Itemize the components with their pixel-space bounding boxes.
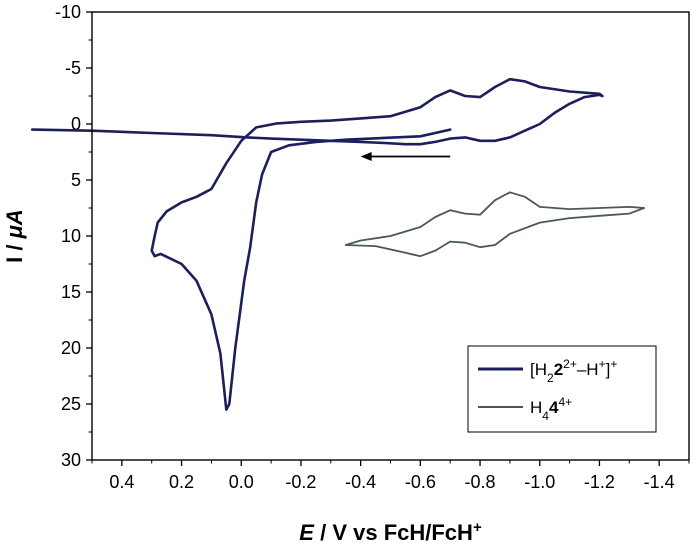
x-tick-label: -0.2 [285, 472, 316, 492]
arrow-head [360, 151, 372, 161]
series-layer [30, 77, 646, 411]
annotation-layer [360, 151, 451, 161]
legend-1-part-b: 2 [547, 371, 554, 385]
x-tick-label: 0.2 [169, 472, 194, 492]
legend-2-part-d: 4+ [558, 395, 572, 409]
plot-frame [91, 11, 690, 461]
legend-1-part-d: 2+ [563, 357, 577, 371]
x-tick-label: -0.6 [405, 472, 436, 492]
x-axis-title-italic: E [299, 520, 315, 545]
legend-1-part-h: + [610, 357, 617, 371]
legend-2-part-a: H [530, 398, 542, 417]
legend-1-part-g: ] [606, 360, 611, 379]
y-tick-label: -5 [65, 58, 81, 78]
y-axis-title-mu: μ [2, 225, 27, 239]
y-tick-label: 5 [71, 170, 81, 190]
x-axis-title: E / V vs FcH/FcH+ [299, 519, 482, 546]
y-tick-label: 10 [61, 226, 81, 246]
y-axis-title-main: I / [2, 238, 27, 262]
x-axis-title-rest: / V vs FcH/FcH [314, 520, 473, 545]
y-tick-label: 20 [61, 338, 81, 358]
y-axis-title-tail: A [2, 209, 27, 226]
x-tick-label: 0.4 [109, 472, 134, 492]
legend-1-part-c: 2 [554, 360, 563, 379]
ticks-layer: 0.4 0.2 0.0 -0.2 -0.4 -0.6 -0.8 -1.0 -1.2 -1.4 -10… [55, 2, 690, 492]
x-tick-label: 0.0 [229, 472, 254, 492]
x-tick-label: -0.4 [345, 472, 376, 492]
x-tick-label: -0.8 [465, 472, 496, 492]
legend-label-series-1: [H222+–H+]+ [530, 357, 617, 385]
legend-1-part-e: –H [577, 360, 599, 379]
y-tick-label: 25 [61, 394, 81, 414]
y-axis-title: I / μA [2, 209, 27, 263]
y-tick-label: 15 [61, 282, 81, 302]
legend-label-series-2: H444+ [530, 395, 572, 423]
legend-1-part-f: + [599, 357, 606, 371]
y-tick-label: 30 [61, 450, 81, 470]
x-tick-label: -1.2 [584, 472, 615, 492]
legend-2-part-b: 4 [542, 409, 549, 423]
series-line-1 [30, 77, 604, 411]
legend-1-part-a: [H [530, 360, 547, 379]
y-tick-label: 0 [71, 114, 81, 134]
legend: [H222+–H+]+ H444+ [467, 345, 657, 433]
x-axis-title-sup: + [473, 519, 482, 536]
x-tick-label: -1.0 [524, 472, 555, 492]
legend-2-part-c: 4 [549, 398, 559, 417]
y-tick-label: -10 [55, 2, 81, 22]
series-line-2 [344, 191, 646, 258]
legend-box [467, 345, 657, 433]
x-tick-label: -1.4 [644, 472, 675, 492]
